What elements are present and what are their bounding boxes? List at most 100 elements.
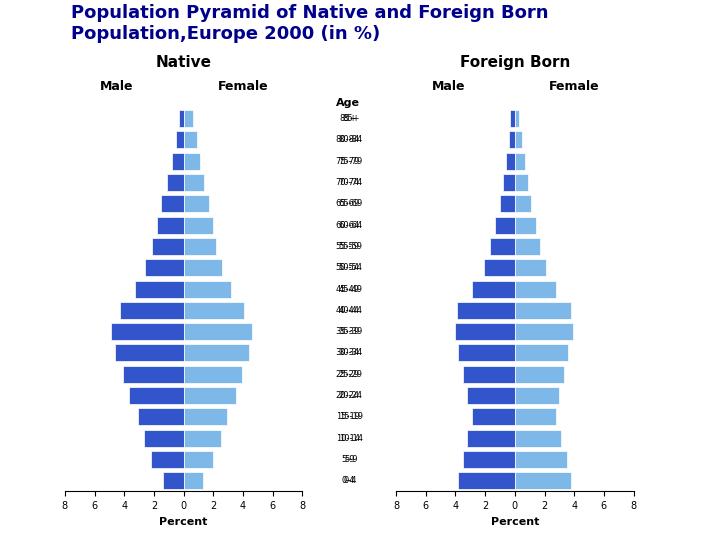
Text: 30-34: 30-34 xyxy=(338,348,363,357)
Text: 65-69: 65-69 xyxy=(338,199,363,208)
Bar xyxy=(515,281,557,298)
Bar xyxy=(184,451,213,468)
Text: 50-54: 50-54 xyxy=(336,264,360,272)
Text: 80-84: 80-84 xyxy=(338,136,363,145)
Bar xyxy=(184,345,249,361)
Bar xyxy=(135,281,184,298)
Text: 15-19: 15-19 xyxy=(336,413,360,421)
Bar xyxy=(463,366,515,383)
Bar xyxy=(157,217,184,234)
Bar xyxy=(161,195,184,212)
Bar xyxy=(515,217,536,234)
Bar xyxy=(184,153,200,170)
Bar xyxy=(167,174,184,191)
Text: 45-49: 45-49 xyxy=(336,285,360,294)
Text: 80-84: 80-84 xyxy=(336,136,360,145)
Bar xyxy=(176,131,184,148)
Bar xyxy=(184,430,221,447)
Bar xyxy=(184,366,241,383)
Bar xyxy=(515,387,559,404)
Bar xyxy=(506,153,515,170)
Text: 25-29: 25-29 xyxy=(336,370,360,379)
Bar xyxy=(515,323,572,340)
Bar xyxy=(184,110,192,127)
Bar xyxy=(151,451,184,468)
Text: 55-59: 55-59 xyxy=(338,242,363,251)
Bar xyxy=(510,110,515,127)
Text: 0-4: 0-4 xyxy=(344,476,357,485)
Bar xyxy=(143,430,184,447)
Text: 40-44: 40-44 xyxy=(336,306,360,315)
Bar xyxy=(503,174,515,191)
Bar xyxy=(515,110,519,127)
Bar xyxy=(184,472,203,489)
Bar xyxy=(515,174,528,191)
Text: Male: Male xyxy=(431,80,465,93)
Bar xyxy=(163,472,184,489)
Text: Female: Female xyxy=(549,80,600,93)
Text: 40-44: 40-44 xyxy=(338,306,363,315)
Bar xyxy=(515,451,567,468)
Bar xyxy=(509,131,515,148)
Bar xyxy=(463,451,515,468)
X-axis label: Percent: Percent xyxy=(159,517,208,526)
Text: Population Pyramid of Native and Foreign Born
Population,Europe 2000 (in %): Population Pyramid of Native and Foreign… xyxy=(71,4,548,43)
Bar xyxy=(515,259,546,276)
Text: 70-74: 70-74 xyxy=(338,178,363,187)
Bar xyxy=(184,281,231,298)
Text: 75-79: 75-79 xyxy=(338,157,363,166)
Text: Foreign Born: Foreign Born xyxy=(459,55,570,70)
Text: 55-59: 55-59 xyxy=(336,242,360,251)
Bar xyxy=(184,238,216,255)
Bar xyxy=(472,408,515,426)
X-axis label: Percent: Percent xyxy=(490,517,539,526)
Text: 85+: 85+ xyxy=(342,114,359,123)
Text: 5-9: 5-9 xyxy=(344,455,357,464)
Bar xyxy=(111,323,184,340)
Bar xyxy=(515,302,571,319)
Text: 0-4: 0-4 xyxy=(341,476,354,485)
Bar xyxy=(484,259,515,276)
Bar xyxy=(515,408,557,426)
Bar xyxy=(456,323,515,340)
Bar xyxy=(122,366,184,383)
Text: 50-54: 50-54 xyxy=(338,264,363,272)
Bar xyxy=(515,238,540,255)
Text: Native: Native xyxy=(156,55,212,70)
Text: 20-24: 20-24 xyxy=(338,391,363,400)
Bar xyxy=(515,430,561,447)
Text: 35-39: 35-39 xyxy=(338,327,363,336)
Bar xyxy=(459,472,515,489)
Text: Male: Male xyxy=(100,80,134,93)
Bar xyxy=(129,387,184,404)
Bar xyxy=(495,217,515,234)
Bar xyxy=(184,259,222,276)
Bar xyxy=(184,217,213,234)
Bar xyxy=(472,281,515,298)
Bar xyxy=(515,366,564,383)
Text: Female: Female xyxy=(217,80,269,93)
Bar xyxy=(138,408,184,426)
Bar xyxy=(184,408,227,426)
Bar xyxy=(172,153,184,170)
Text: 35-39: 35-39 xyxy=(336,327,360,336)
Bar xyxy=(184,323,252,340)
Text: 70-74: 70-74 xyxy=(336,178,360,187)
Bar xyxy=(467,387,515,404)
Text: 30-34: 30-34 xyxy=(336,348,360,357)
Bar xyxy=(153,238,184,255)
Bar xyxy=(145,259,184,276)
Bar xyxy=(179,110,184,127)
Bar xyxy=(515,153,525,170)
Bar xyxy=(490,238,515,255)
Bar xyxy=(184,302,245,319)
Bar xyxy=(515,472,571,489)
Bar xyxy=(459,345,515,361)
Text: Age: Age xyxy=(336,98,360,108)
Text: 75-79: 75-79 xyxy=(336,157,360,166)
Text: 10-14: 10-14 xyxy=(336,434,360,443)
Bar xyxy=(515,345,568,361)
Text: 60-64: 60-64 xyxy=(338,221,363,230)
Text: 20-24: 20-24 xyxy=(336,391,360,400)
Bar xyxy=(515,195,531,212)
